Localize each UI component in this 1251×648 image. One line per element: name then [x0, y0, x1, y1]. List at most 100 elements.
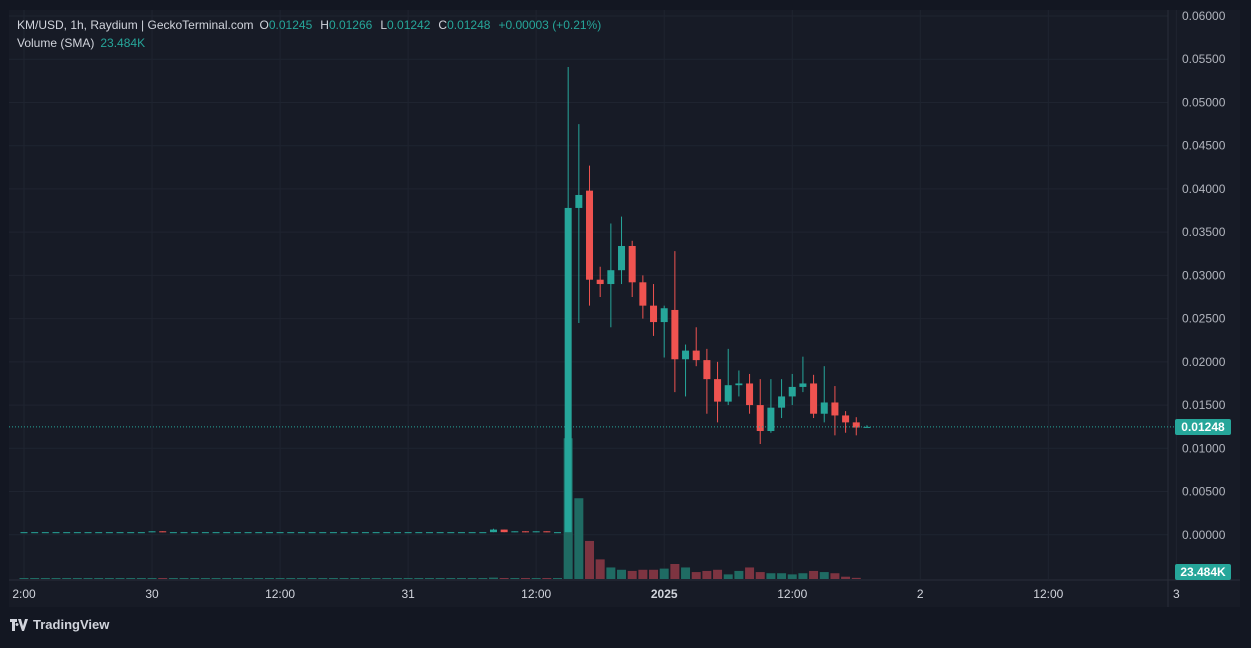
volume-bar — [286, 578, 296, 579]
candle-body — [799, 383, 807, 387]
y-tick-label: 0.03000 — [1182, 268, 1226, 282]
volume-bar — [681, 567, 691, 579]
candle-body — [63, 532, 71, 534]
candle-body — [532, 531, 540, 533]
candle-body — [148, 531, 156, 533]
volume-bar — [510, 578, 520, 579]
volume-bar — [659, 568, 669, 579]
candle-body — [265, 532, 273, 534]
volume-bar — [126, 578, 136, 579]
candle-body — [489, 529, 497, 533]
open-value: 0.01245 — [268, 18, 313, 32]
candle-body — [852, 422, 860, 428]
volume-bar — [809, 570, 819, 579]
volume-bar — [30, 578, 40, 579]
candle-body — [607, 270, 615, 285]
volume-bar — [147, 578, 157, 579]
candle-body — [329, 532, 337, 534]
volume-bar — [392, 578, 402, 579]
volume-bar — [339, 578, 349, 579]
candle-body — [340, 532, 348, 534]
low-value: 0.01242 — [387, 18, 431, 32]
volume-bar — [275, 578, 285, 579]
candle-body — [735, 383, 743, 386]
volume-bar — [766, 573, 776, 579]
volume-bar — [488, 577, 498, 579]
low-label: L — [380, 18, 388, 32]
symbol-title[interactable]: KM/USD, 1h, Raydium | GeckoTerminal.com — [17, 18, 254, 32]
y-tick-label: 0.04500 — [1182, 139, 1226, 153]
volume-bar — [627, 570, 637, 579]
candle-body — [596, 279, 604, 285]
candle-body — [724, 385, 732, 402]
tradingview-logo-icon — [10, 618, 28, 631]
candle-body — [31, 532, 39, 534]
volume-bar — [617, 569, 627, 579]
candle-body — [308, 532, 316, 534]
last-price-tag: 0.01248 — [1175, 419, 1231, 435]
candle-body — [628, 245, 636, 283]
candle-body — [746, 383, 754, 406]
candle-body — [650, 305, 658, 323]
candle-body — [703, 360, 711, 380]
change-value: +0.00003 (+0.21%) — [498, 18, 602, 32]
tradingview-logo[interactable]: TradingView — [10, 617, 109, 632]
candle-body — [682, 350, 690, 360]
plot-area — [9, 10, 1240, 607]
candle-body — [447, 532, 455, 534]
candle-body — [511, 531, 519, 533]
volume-bar — [307, 578, 317, 579]
candle-body — [201, 532, 209, 534]
x-tick-label: 12:00 — [1033, 587, 1063, 601]
candle-body — [244, 532, 252, 534]
volume-bar — [606, 567, 616, 579]
candle-body — [468, 532, 476, 534]
volume-label[interactable]: Volume (SMA) — [17, 36, 95, 50]
candle-body — [436, 532, 444, 534]
candle-body — [169, 532, 177, 534]
volume-bar — [723, 574, 733, 579]
volume-bar — [755, 572, 765, 579]
volume-bar — [243, 578, 253, 579]
volume-bar — [414, 578, 424, 579]
candle-body — [767, 407, 775, 432]
x-tick-label: 2 — [917, 587, 924, 601]
volume-bar — [851, 577, 861, 579]
volume-bar — [520, 578, 530, 579]
x-tick-label: 12:00 — [265, 587, 295, 601]
candle-body — [586, 190, 594, 280]
volume-bar — [382, 578, 392, 579]
candle-body — [351, 532, 359, 534]
candle-body — [361, 532, 369, 534]
candle-body — [788, 386, 796, 397]
open-label: O — [259, 18, 269, 32]
y-tick-label: 0.00000 — [1182, 528, 1226, 542]
x-tick-label: 2025 — [651, 587, 678, 601]
volume-bar — [819, 572, 829, 579]
volume-value: 23.484K — [100, 36, 146, 50]
candle-body — [543, 531, 551, 533]
volume-bar — [318, 578, 328, 579]
volume-bar — [467, 578, 477, 579]
volume-bar — [104, 578, 114, 579]
x-tick-label: 30 — [145, 587, 159, 601]
y-tick-label: 0.01500 — [1182, 398, 1226, 412]
candle-body — [425, 532, 433, 534]
volume-bar — [777, 573, 787, 579]
y-tick-label: 0.04000 — [1182, 182, 1226, 196]
volume-bar — [456, 578, 466, 579]
candle-body — [84, 532, 92, 534]
volume-bar — [179, 578, 189, 579]
volume-bar — [542, 578, 552, 579]
candle-body — [233, 532, 241, 534]
candle-body — [393, 532, 401, 534]
candle-body — [105, 532, 113, 534]
volume-bar — [478, 578, 488, 579]
candle-body — [95, 532, 103, 534]
volume-bar — [553, 578, 562, 579]
candle-body — [618, 245, 626, 271]
y-tick-label: 0.05000 — [1182, 95, 1226, 109]
candle-body — [180, 532, 188, 534]
